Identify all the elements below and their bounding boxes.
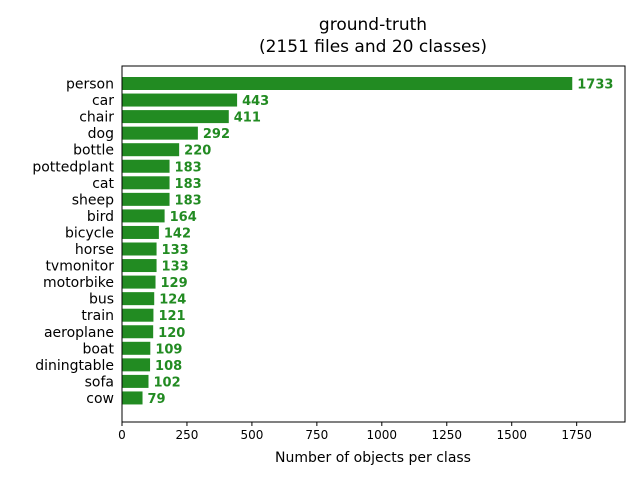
category-label-cat: cat <box>92 176 114 192</box>
bar-sofa <box>122 374 149 388</box>
bar-boat <box>122 341 151 355</box>
bar-tvmonitor <box>122 259 157 273</box>
category-label-chair: chair <box>79 110 114 126</box>
bar-car <box>122 93 238 107</box>
value-label-bottle: 220 <box>184 144 211 159</box>
value-label-boat: 109 <box>155 342 182 357</box>
bar-sheep <box>122 192 170 206</box>
value-label-bicycle: 142 <box>164 226 191 241</box>
x-tick-label-1750: 1750 <box>561 428 592 442</box>
x-tick-label-500: 500 <box>240 428 263 442</box>
bars-layer <box>122 77 573 405</box>
x-axis-label: Number of objects per class <box>275 450 471 466</box>
category-label-horse: horse <box>75 242 114 258</box>
category-label-aeroplane: aeroplane <box>44 325 114 341</box>
chart-title: ground-truth <box>319 15 427 35</box>
category-label-diningtable: diningtable <box>35 358 114 374</box>
value-label-pottedplant: 183 <box>175 160 202 175</box>
category-label-tvmonitor: tvmonitor <box>45 259 114 275</box>
value-label-train: 121 <box>158 309 185 324</box>
category-label-bus: bus <box>89 292 114 308</box>
category-label-sheep: sheep <box>72 192 114 208</box>
value-label-horse: 133 <box>162 243 189 258</box>
value-label-motorbike: 129 <box>161 276 188 291</box>
category-label-motorbike: motorbike <box>43 275 114 291</box>
category-label-pottedplant: pottedplant <box>32 159 114 175</box>
x-tick-label-0: 0 <box>118 428 126 442</box>
category-label-person: person <box>66 77 114 93</box>
x-tick-label-1250: 1250 <box>431 428 462 442</box>
bar-bottle <box>122 143 180 157</box>
x-tick-label-1500: 1500 <box>496 428 527 442</box>
x-tick-label-750: 750 <box>305 428 328 442</box>
x-tick-label-1000: 1000 <box>367 428 398 442</box>
value-label-cat: 183 <box>175 177 202 192</box>
bar-diningtable <box>122 358 151 372</box>
bar-aeroplane <box>122 325 154 339</box>
x-tick-label-250: 250 <box>175 428 198 442</box>
category-labels: personcarchairdogbottlepottedplantcatshe… <box>32 77 114 407</box>
x-axis-ticks: 0 250 500 750 1000 1250 1500 1750 <box>118 422 592 442</box>
category-label-sofa: sofa <box>85 374 114 390</box>
bar-cow <box>122 391 143 405</box>
category-label-boat: boat <box>82 341 114 357</box>
value-label-person: 1733 <box>577 78 613 93</box>
value-label-sheep: 183 <box>175 193 202 208</box>
bar-chair <box>122 110 229 124</box>
category-label-bird: bird <box>87 209 114 225</box>
value-labels: 1733443411292220183183183164142133133129… <box>148 78 614 407</box>
bar-motorbike <box>122 275 156 289</box>
value-label-cow: 79 <box>148 392 166 407</box>
bar-horse <box>122 242 157 256</box>
value-label-tvmonitor: 133 <box>162 260 189 275</box>
value-label-car: 443 <box>242 94 269 109</box>
value-label-chair: 411 <box>234 111 261 126</box>
bar-pottedplant <box>122 159 170 173</box>
value-label-aeroplane: 120 <box>158 326 185 341</box>
bar-person <box>122 77 573 90</box>
value-label-diningtable: 108 <box>155 359 182 374</box>
category-label-dog: dog <box>88 126 114 142</box>
bar-train <box>122 308 154 322</box>
bar-bus <box>122 292 155 306</box>
category-label-car: car <box>92 93 114 109</box>
category-label-train: train <box>81 308 114 324</box>
chart-subtitle: (2151 files and 20 classes) <box>259 37 487 57</box>
bar-bicycle <box>122 225 159 239</box>
bar-cat <box>122 176 170 190</box>
value-label-sofa: 102 <box>154 375 181 390</box>
plot-frame <box>121 65 626 423</box>
value-label-bird: 164 <box>170 210 197 225</box>
bar-dog <box>122 126 198 140</box>
value-label-dog: 292 <box>203 127 230 142</box>
bar-bird <box>122 209 165 223</box>
category-label-bottle: bottle <box>73 143 114 159</box>
category-label-bicycle: bicycle <box>65 225 114 241</box>
value-label-bus: 124 <box>159 293 186 308</box>
category-label-cow: cow <box>86 391 114 407</box>
